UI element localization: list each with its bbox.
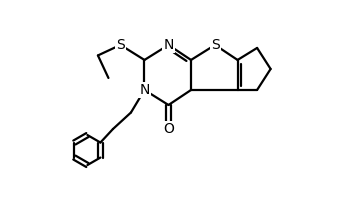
Text: S: S <box>211 38 219 52</box>
Text: N: N <box>139 83 150 97</box>
Text: O: O <box>163 122 174 136</box>
Text: S: S <box>116 38 125 52</box>
Text: N: N <box>163 38 174 52</box>
